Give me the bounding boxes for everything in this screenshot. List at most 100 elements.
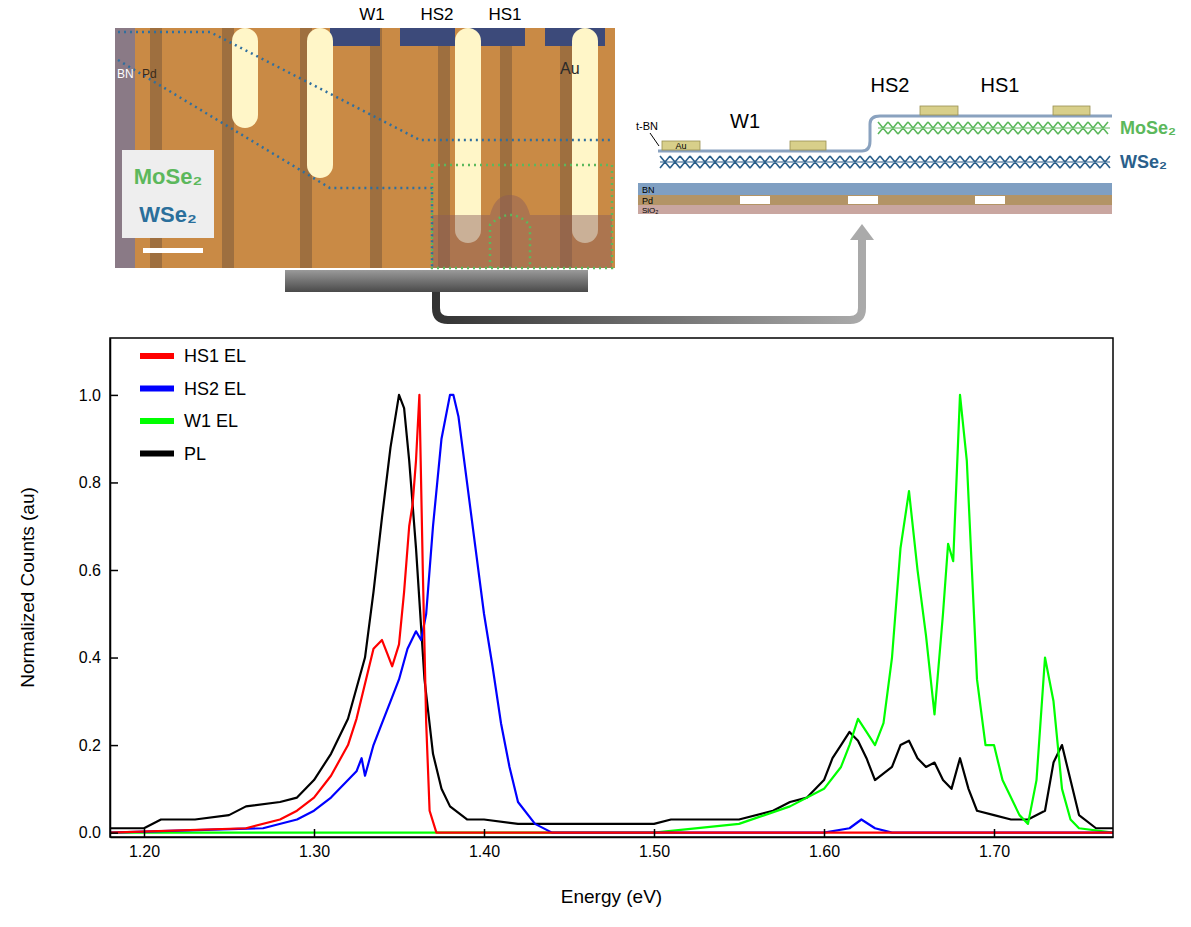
x-tick-mark	[654, 829, 656, 837]
y-tick-mark	[110, 832, 118, 834]
figure: MoSe₂WSe₂BNPdAuW1HS2HS1t-BNAuBNPdSiO₂W1H…	[0, 0, 1191, 927]
series-line	[110, 395, 1113, 833]
material-label: WSe₂	[139, 202, 196, 227]
micrograph-background	[115, 28, 615, 268]
x-tick-mark	[314, 829, 316, 837]
y-tick-label: 0.8	[79, 474, 101, 491]
bn-layer	[638, 183, 1112, 195]
pointer	[650, 133, 659, 146]
contact-label: W1	[359, 5, 385, 24]
au-finger	[307, 28, 333, 178]
label: BN	[117, 67, 134, 81]
tbn-layer	[658, 116, 1112, 151]
y-tick: 0.8	[79, 474, 118, 491]
wse2-layer-lattice	[660, 162, 1110, 163]
layer-label: MoSe₂	[1120, 118, 1176, 138]
y-tick: 0.6	[79, 562, 118, 579]
x-tick-mark	[144, 829, 146, 837]
mose2-outline	[432, 165, 612, 268]
x-tick-mark	[824, 829, 826, 837]
micrograph: MoSe₂WSe₂BNPdAuW1HS2HS1	[115, 5, 615, 268]
arrow-head	[850, 224, 874, 240]
layer-label: BN	[642, 185, 655, 195]
legend-swatch	[140, 353, 174, 359]
contact-pad	[330, 28, 380, 46]
y-tick-mark	[110, 482, 118, 484]
y-tick: 1.0	[79, 387, 118, 404]
y-tick-mark	[110, 395, 118, 397]
legend-label: W1 EL	[184, 411, 238, 431]
x-tick: 1.30	[299, 829, 330, 860]
wse2-outline	[118, 32, 612, 140]
schematic: t-BNAuBNPdSiO₂W1HS2HS1MoSe₂WSe₂	[636, 74, 1176, 215]
wse2-layer-lattice	[660, 156, 1110, 168]
au-pad	[790, 141, 826, 150]
x-tick-label: 1.50	[639, 843, 670, 860]
x-tick-mark	[994, 829, 996, 837]
y-tick-label: 0.6	[79, 562, 101, 579]
mose2-region	[432, 195, 612, 268]
legend-swatch	[140, 386, 174, 392]
y-tick: 0.2	[79, 737, 118, 754]
wse2-outline	[118, 60, 432, 268]
material-label: MoSe₂	[134, 164, 202, 189]
y-axis: 0.0 0.2 0.4 0.6 0.8 1.0	[79, 339, 118, 842]
x-tick-label: 1.70	[979, 843, 1010, 860]
wse2-layer	[660, 156, 1110, 168]
contact-label: HS2	[871, 74, 910, 96]
y-tick-label: 0.0	[79, 824, 101, 841]
y-tick-label: 1.0	[79, 387, 101, 404]
au-pad	[920, 106, 958, 115]
x-axis: 1.20 1.30 1.40 1.50 1.60 1.70	[111, 829, 1114, 860]
x-tick: 1.50	[639, 829, 670, 860]
y-tick: 0.0	[79, 824, 118, 841]
au-finger	[455, 28, 481, 243]
legend-label: HS1 EL	[184, 346, 246, 366]
label: Pd	[142, 67, 157, 81]
y-tick-mark	[110, 745, 118, 747]
x-tick-label: 1.60	[809, 843, 840, 860]
layer-label: WSe₂	[1120, 152, 1167, 172]
x-tick: 1.70	[979, 829, 1010, 860]
plot-area	[110, 395, 1113, 833]
legend: HS1 EL HS2 EL W1 EL PL	[140, 346, 246, 464]
y-tick-mark	[110, 570, 118, 572]
sio2-layer	[638, 205, 1112, 214]
material-key	[122, 150, 214, 238]
pd-gap	[975, 196, 1005, 204]
contact-label: W1	[730, 110, 760, 132]
plot-frame	[110, 338, 1113, 837]
contact-pad	[400, 28, 455, 46]
y-tick-label: 0.2	[79, 737, 101, 754]
layer-label: Pd	[642, 196, 653, 206]
legend-label: PL	[184, 444, 206, 464]
y-tick-mark	[110, 657, 118, 659]
y-tick-label: 0.4	[79, 649, 101, 666]
x-tick-label: 1.20	[129, 843, 160, 860]
pd-gap	[848, 196, 878, 204]
mose2-layer	[878, 122, 1110, 134]
x-axis-line	[111, 837, 1114, 839]
y-axis-title: Normalized Counts (au)	[17, 487, 38, 688]
pd-layer	[638, 195, 1112, 205]
legend-swatch	[140, 451, 174, 457]
mose2-layer-lattice	[878, 128, 1110, 129]
legend-swatch	[140, 418, 174, 424]
label: Au	[560, 60, 580, 77]
x-tick-label: 1.40	[469, 843, 500, 860]
scale-bar	[143, 248, 203, 253]
arrow	[436, 238, 862, 320]
x-tick: 1.60	[809, 829, 840, 860]
pd-gap	[740, 196, 770, 204]
legend-label: HS2 EL	[184, 379, 246, 399]
contact-label: HS1	[981, 74, 1020, 96]
x-axis-title: Energy (eV)	[561, 886, 662, 907]
mose2-outline	[490, 215, 530, 268]
cross-section-marker	[285, 270, 588, 292]
layer-label: t-BN	[636, 120, 658, 132]
x-tick-mark	[484, 829, 486, 837]
x-tick: 1.40	[469, 829, 500, 860]
contact-label: HS1	[488, 5, 521, 24]
y-tick: 0.4	[79, 649, 118, 666]
au-pad	[1053, 106, 1090, 115]
